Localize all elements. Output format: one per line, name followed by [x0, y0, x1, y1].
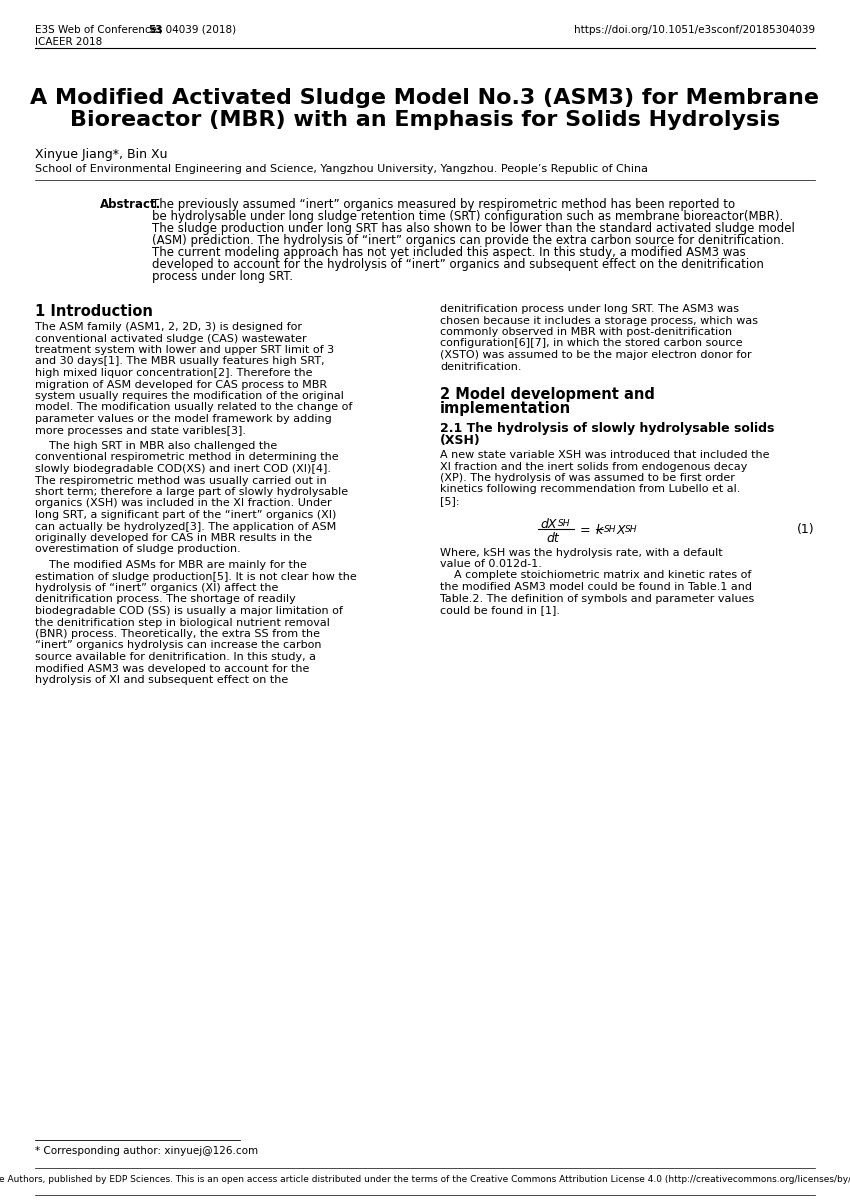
Text: process under long SRT.: process under long SRT.	[152, 270, 293, 282]
Text: The respirometric method was usually carried out in: The respirometric method was usually car…	[35, 476, 326, 486]
Text: The ASM family (ASM1, 2, 2D, 3) is designed for: The ASM family (ASM1, 2, 2D, 3) is desig…	[35, 322, 302, 332]
Text: The high SRT in MBR also challenged the: The high SRT in MBR also challenged the	[35, 441, 277, 451]
Text: high mixed liquor concentration[2]. Therefore the: high mixed liquor concentration[2]. Ther…	[35, 368, 313, 377]
Text: 2 Model development and: 2 Model development and	[440, 387, 654, 401]
Text: (XP). The hydrolysis of was assumed to be first order: (XP). The hydrolysis of was assumed to b…	[440, 474, 735, 483]
Text: Bioreactor (MBR) with an Emphasis for Solids Hydrolysis: Bioreactor (MBR) with an Emphasis for So…	[70, 111, 780, 130]
Text: conventional respirometric method in determining the: conventional respirometric method in det…	[35, 452, 338, 463]
Text: Where, kSH was the hydrolysis rate, with a default: Where, kSH was the hydrolysis rate, with…	[440, 547, 722, 558]
Text: Abstract.: Abstract.	[100, 198, 162, 212]
Text: slowly biodegradable COD(XS) and inert COD (XI)[4].: slowly biodegradable COD(XS) and inert C…	[35, 464, 331, 474]
Text: modified ASM3 was developed to account for the: modified ASM3 was developed to account f…	[35, 664, 309, 673]
Text: originally developed for CAS in MBR results in the: originally developed for CAS in MBR resu…	[35, 532, 312, 543]
Text: (XSH): (XSH)	[440, 434, 481, 447]
Text: the denitrification step in biological nutrient removal: the denitrification step in biological n…	[35, 618, 330, 627]
Text: (XSTO) was assumed to be the major electron donor for: (XSTO) was assumed to be the major elect…	[440, 350, 751, 361]
Text: The previously assumed “inert” organics measured by respirometric method has bee: The previously assumed “inert” organics …	[152, 198, 735, 212]
Text: migration of ASM developed for CAS process to MBR: migration of ASM developed for CAS proce…	[35, 380, 327, 389]
Text: the modified ASM3 model could be found in Table.1 and: the modified ASM3 model could be found i…	[440, 582, 752, 593]
Text: “inert” organics hydrolysis can increase the carbon: “inert” organics hydrolysis can increase…	[35, 641, 321, 650]
Text: and 30 days[1]. The MBR usually features high SRT,: and 30 days[1]. The MBR usually features…	[35, 357, 325, 367]
Text: can actually be hydrolyzed[3]. The application of ASM: can actually be hydrolyzed[3]. The appli…	[35, 522, 337, 531]
Text: The current modeling approach has not yet included this aspect. In this study, a: The current modeling approach has not ye…	[152, 246, 745, 258]
Text: denitrification process under long SRT. The ASM3 was: denitrification process under long SRT. …	[440, 304, 739, 314]
Text: E3S Web of Conferences: E3S Web of Conferences	[35, 25, 166, 35]
Text: SH: SH	[558, 519, 570, 529]
Text: Xinyue Jiang*, Bin Xu: Xinyue Jiang*, Bin Xu	[35, 148, 167, 161]
Text: kinetics following recommendation from Lubello et al.: kinetics following recommendation from L…	[440, 484, 740, 494]
Text: value of 0.012d-1.: value of 0.012d-1.	[440, 559, 542, 569]
Text: chosen because it includes a storage process, which was: chosen because it includes a storage pro…	[440, 315, 758, 326]
Text: SH: SH	[625, 525, 638, 535]
Text: implementation: implementation	[440, 401, 571, 416]
Text: , 04039 (2018): , 04039 (2018)	[159, 25, 236, 35]
Text: more processes and state varibles[3].: more processes and state varibles[3].	[35, 426, 246, 435]
Text: SH: SH	[604, 525, 616, 535]
Text: commonly observed in MBR with post-denitrification: commonly observed in MBR with post-denit…	[440, 327, 732, 337]
Text: conventional activated sludge (CAS) wastewater: conventional activated sludge (CAS) wast…	[35, 333, 307, 344]
Text: k: k	[596, 524, 603, 536]
Text: hydrolysis of XI and subsequent effect on the: hydrolysis of XI and subsequent effect o…	[35, 676, 288, 685]
Text: dt: dt	[546, 531, 558, 545]
Text: configuration[6][7], in which the stored carbon source: configuration[6][7], in which the stored…	[440, 339, 743, 349]
Text: Table.2. The definition of symbols and parameter values: Table.2. The definition of symbols and p…	[440, 594, 754, 603]
Text: 53: 53	[148, 25, 162, 35]
Text: (BNR) process. Theoretically, the extra SS from the: (BNR) process. Theoretically, the extra …	[35, 629, 320, 639]
Text: denitrification process. The shortage of readily: denitrification process. The shortage of…	[35, 595, 296, 605]
Text: dX: dX	[540, 518, 557, 530]
Text: [5]:: [5]:	[440, 496, 460, 506]
Text: = −: = −	[580, 524, 605, 536]
Text: be hydrolysable under long sludge retention time (SRT) configuration such as mem: be hydrolysable under long sludge retent…	[152, 210, 783, 224]
Text: * Corresponding author: xinyuej@126.com: * Corresponding author: xinyuej@126.com	[35, 1146, 258, 1156]
Text: parameter values or the model framework by adding: parameter values or the model framework …	[35, 413, 332, 424]
Text: long SRT, a significant part of the “inert” organics (XI): long SRT, a significant part of the “ine…	[35, 510, 337, 520]
Text: ICAEER 2018: ICAEER 2018	[35, 37, 102, 47]
Text: A new state variable XSH was introduced that included the: A new state variable XSH was introduced …	[440, 450, 769, 460]
Text: could be found in [1].: could be found in [1].	[440, 605, 560, 615]
Text: 2.1 The hydrolysis of slowly hydrolysable solids: 2.1 The hydrolysis of slowly hydrolysabl…	[440, 422, 774, 435]
Text: estimation of sludge production[5]. It is not clear how the: estimation of sludge production[5]. It i…	[35, 571, 357, 582]
Text: overestimation of sludge production.: overestimation of sludge production.	[35, 545, 241, 554]
Text: https://doi.org/10.1051/e3sconf/20185304039: https://doi.org/10.1051/e3sconf/20185304…	[574, 25, 815, 35]
Text: A complete stoichiometric matrix and kinetic rates of: A complete stoichiometric matrix and kin…	[440, 571, 751, 581]
Text: (1): (1)	[797, 524, 815, 536]
Text: developed to account for the hydrolysis of “inert” organics and subsequent effec: developed to account for the hydrolysis …	[152, 258, 764, 270]
Text: organics (XSH) was included in the XI fraction. Under: organics (XSH) was included in the XI fr…	[35, 499, 332, 508]
Text: 1 Introduction: 1 Introduction	[35, 304, 153, 319]
Text: XI fraction and the inert solids from endogenous decay: XI fraction and the inert solids from en…	[440, 462, 747, 471]
Text: model. The modification usually related to the change of: model. The modification usually related …	[35, 403, 353, 412]
Text: X: X	[617, 524, 626, 536]
Text: (ASM) prediction. The hydrolysis of “inert” organics can provide the extra carbo: (ASM) prediction. The hydrolysis of “ine…	[152, 234, 785, 246]
Text: The modified ASMs for MBR are mainly for the: The modified ASMs for MBR are mainly for…	[35, 560, 307, 570]
Text: © The Authors, published by EDP Sciences. This is an open access article distrib: © The Authors, published by EDP Sciences…	[0, 1176, 850, 1184]
Text: system usually requires the modification of the original: system usually requires the modification…	[35, 391, 344, 401]
Text: short term; therefore a large part of slowly hydrolysable: short term; therefore a large part of sl…	[35, 487, 348, 496]
Text: biodegradable COD (SS) is usually a major limitation of: biodegradable COD (SS) is usually a majo…	[35, 606, 343, 615]
Text: hydrolysis of “inert” organics (XI) affect the: hydrolysis of “inert” organics (XI) affe…	[35, 583, 278, 593]
Text: source available for denitrification. In this study, a: source available for denitrification. In…	[35, 651, 316, 662]
Text: denitrification.: denitrification.	[440, 362, 522, 371]
Text: A Modified Activated Sludge Model No.3 (ASM3) for Membrane: A Modified Activated Sludge Model No.3 (…	[31, 88, 819, 108]
Text: treatment system with lower and upper SRT limit of 3: treatment system with lower and upper SR…	[35, 345, 334, 355]
Text: School of Environmental Engineering and Science, Yangzhou University, Yangzhou. : School of Environmental Engineering and …	[35, 163, 648, 174]
Text: The sludge production under long SRT has also shown to be lower than the standar: The sludge production under long SRT has…	[152, 222, 795, 236]
